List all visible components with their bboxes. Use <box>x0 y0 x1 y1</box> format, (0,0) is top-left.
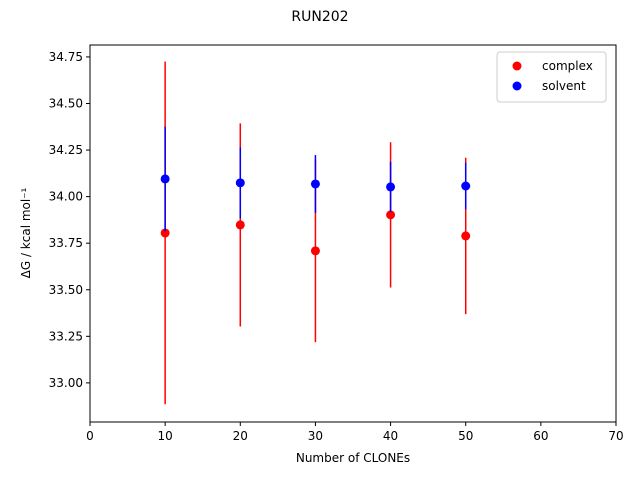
x-axis-label: Number of CLONEs <box>296 451 410 465</box>
x-tick-label: 40 <box>383 429 398 443</box>
x-tick-label: 50 <box>458 429 473 443</box>
x-tick-label: 60 <box>533 429 548 443</box>
y-tick-label: 33.50 <box>49 283 83 297</box>
x-tick-label: 10 <box>158 429 173 443</box>
legend-label: solvent <box>542 79 586 93</box>
y-tick-label: 34.00 <box>49 190 83 204</box>
legend-marker <box>512 81 522 91</box>
y-tick-label: 34.25 <box>49 143 83 157</box>
point <box>160 228 170 238</box>
plot-frame <box>89 44 617 423</box>
legend-label: complex <box>542 59 593 73</box>
y-tick-label: 33.00 <box>49 376 83 390</box>
legend-box <box>496 51 607 103</box>
point <box>235 220 245 230</box>
y-tick-label: 33.25 <box>49 329 83 343</box>
point <box>160 174 170 184</box>
x-tick-label: 20 <box>233 429 248 443</box>
point <box>386 210 396 220</box>
x-tick-label: 70 <box>608 429 623 443</box>
x-tick-label: 30 <box>308 429 323 443</box>
legend-marker <box>512 61 522 71</box>
point <box>310 179 320 189</box>
y-tick-label: 34.75 <box>49 50 83 64</box>
y-axis-label: ΔG / kcal mol⁻¹ <box>19 187 33 278</box>
point <box>235 178 245 188</box>
point <box>310 246 320 256</box>
point <box>461 181 471 191</box>
y-tick-label: 33.75 <box>49 236 83 250</box>
y-tick-label: 34.50 <box>49 96 83 110</box>
point <box>461 231 471 241</box>
point <box>386 182 396 192</box>
chart-title: RUN202 <box>291 9 348 25</box>
x-tick-label: 0 <box>86 429 94 443</box>
